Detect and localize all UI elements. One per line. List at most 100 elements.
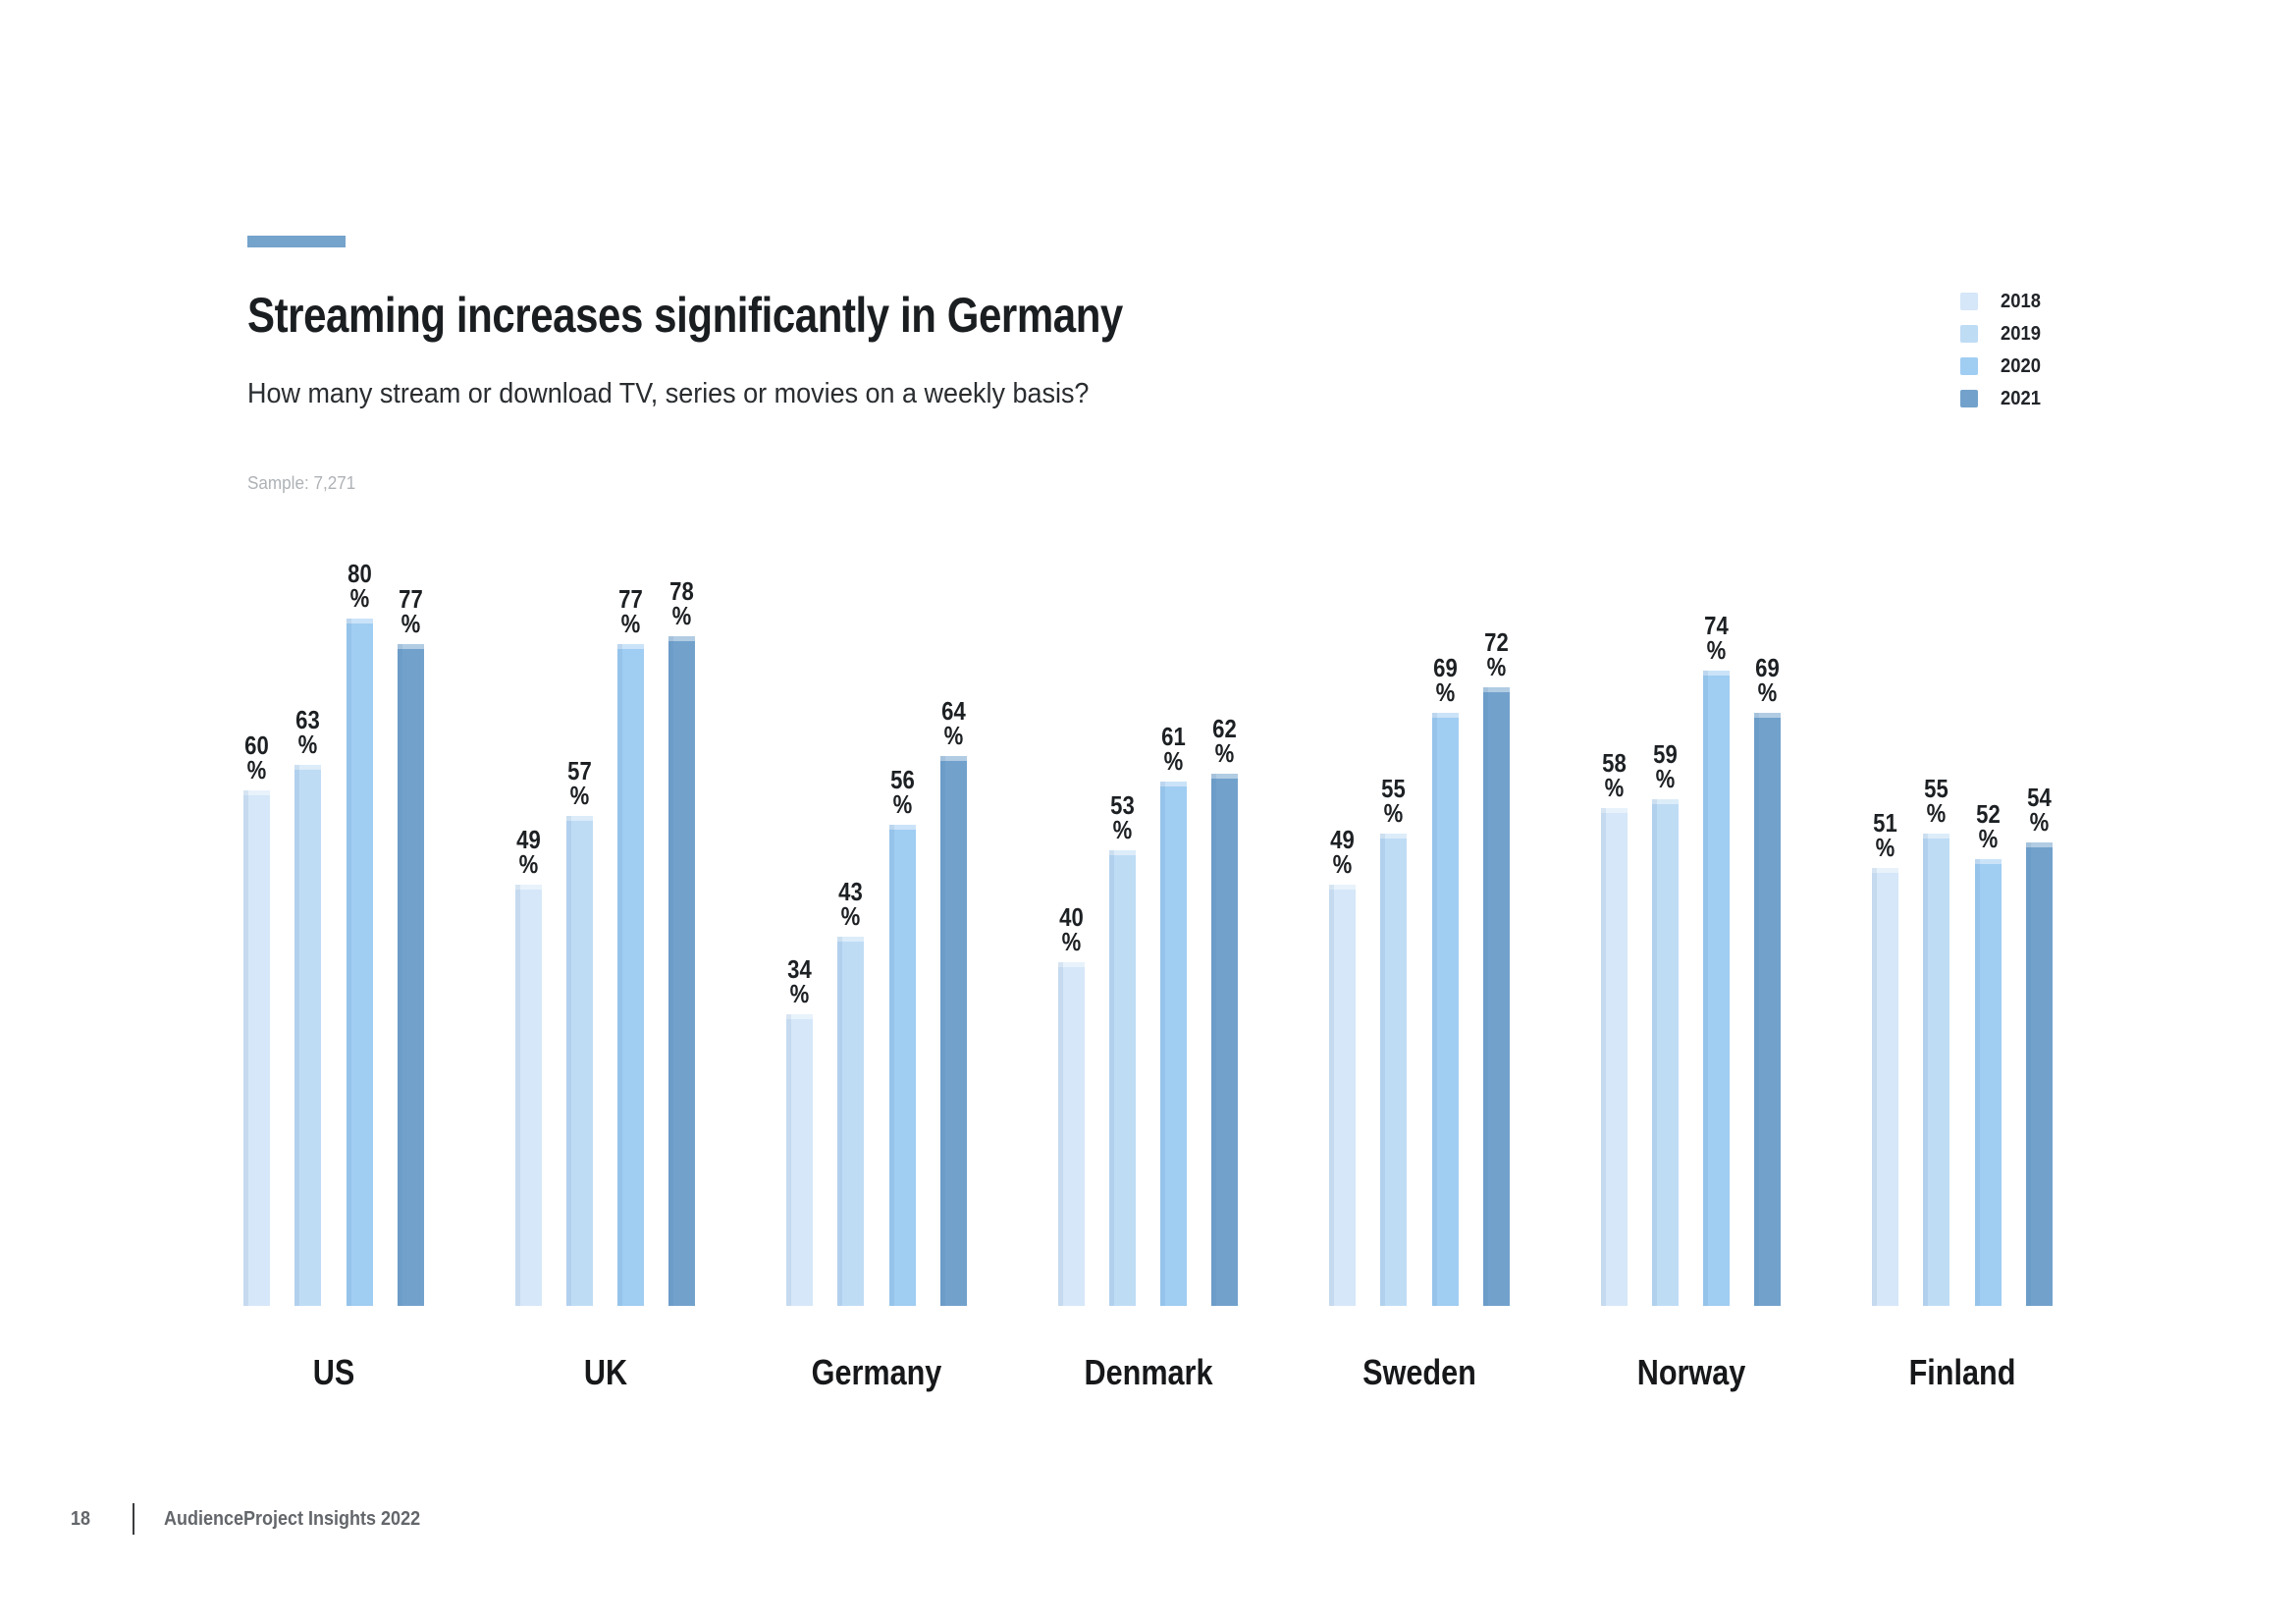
bar-2018 — [786, 1013, 813, 1306]
bar-2020 — [1703, 670, 1731, 1306]
bar-value-label: 62% — [1213, 716, 1238, 766]
bar-value-number: 77 — [399, 584, 423, 615]
bar-value-label: 58% — [1602, 750, 1627, 802]
bar-2019 — [565, 816, 593, 1306]
bar-value-label: 60% — [244, 732, 269, 785]
bar-value-unit: % — [1435, 677, 1455, 708]
bar-value-number: 59 — [1653, 738, 1678, 769]
bar-2018 — [1329, 885, 1356, 1306]
bar-value-number: 55 — [1924, 773, 1949, 803]
bar-value-label: 74% — [1704, 613, 1729, 665]
bar-2018 — [514, 885, 542, 1306]
bar-value-number: 80 — [347, 559, 372, 588]
bar-column: 74% — [1703, 613, 1731, 1306]
bar-column: 34% — [786, 953, 813, 1306]
legend-label: 2020 — [2001, 354, 2041, 377]
bar-value-label: 80% — [347, 559, 372, 613]
bar-value-label: 40% — [1059, 904, 1084, 954]
bar-value-label: 77% — [618, 586, 643, 636]
bar-group-denmark: 40% 53% 61% 62% — [1057, 716, 1239, 1306]
bar-2018 — [1057, 962, 1085, 1306]
legend: 2018 2019 2020 2021 — [1960, 291, 2045, 421]
category-label: Sweden — [1362, 1352, 1476, 1392]
bar-value-label: 52% — [1976, 801, 2001, 851]
bar-value-unit: % — [672, 600, 692, 630]
bar-column: 51% — [1872, 810, 1898, 1306]
category-label: Finland — [1908, 1352, 2016, 1392]
bar-2020 — [1974, 859, 2002, 1306]
bar-value-unit: % — [1383, 797, 1404, 828]
legend-swatch — [1960, 357, 1978, 375]
bar-value-label: 34% — [787, 953, 812, 1006]
bar-value-label: 63% — [295, 704, 321, 757]
bar-2019 — [1651, 798, 1679, 1306]
bar-group-finland: 51% 55% 52% 54% — [1872, 773, 2053, 1306]
bar-value-label: 49% — [1330, 825, 1355, 880]
bar-value-number: 53 — [1110, 790, 1135, 821]
bar-column: 62% — [1211, 716, 1239, 1306]
bar-group-uk: 49% 57% 77% 78% — [514, 578, 696, 1306]
category-label: Germany — [811, 1352, 942, 1392]
sample-size: Sample: 7,271 — [247, 473, 356, 493]
bar-2019 — [1923, 833, 1950, 1306]
legend-item: 2019 — [1960, 322, 2045, 345]
page-number: 18 — [71, 1507, 91, 1530]
footer: 18 AudienceProject Insights 2022 — [71, 1503, 449, 1535]
bar-group-germany: 34% 43% 56% 64% — [786, 696, 967, 1306]
bar-column: 60% — [243, 732, 270, 1306]
bar-value-unit: % — [349, 583, 369, 613]
bar-value-number: 34 — [787, 953, 812, 984]
legend-swatch — [1960, 293, 1978, 310]
bar-value-label: 78% — [670, 578, 695, 630]
bar-value-label: 56% — [890, 767, 915, 819]
bar-value-label: 69% — [1755, 653, 1781, 705]
legend-swatch — [1960, 390, 1978, 407]
bar-value-unit: % — [518, 849, 538, 880]
bar-group-us: 60% 63% 80% 77% — [243, 559, 424, 1306]
bar-value-unit: % — [892, 789, 912, 819]
bar-2018 — [1600, 807, 1628, 1306]
bar-value-number: 49 — [1330, 825, 1355, 855]
bar-value-unit: % — [1163, 746, 1184, 777]
category-label: Norway — [1636, 1352, 1745, 1392]
category-label: Denmark — [1084, 1352, 1212, 1392]
bar-value-number: 63 — [295, 704, 321, 734]
bar-column: 59% — [1651, 738, 1679, 1306]
bar-2018 — [243, 790, 270, 1306]
bar-value-unit: % — [1332, 849, 1353, 880]
legend-item: 2020 — [1960, 354, 2045, 377]
bar-value-label: 55% — [1382, 776, 1407, 828]
bar-column: 69% — [1754, 653, 1782, 1306]
bar-value-number: 64 — [941, 696, 966, 726]
bar-value-label: 49% — [516, 827, 541, 880]
bar-value-unit: % — [1706, 634, 1727, 665]
bar-value-label: 59% — [1653, 738, 1678, 791]
legend-label: 2019 — [2001, 322, 2041, 345]
bar-value-unit: % — [569, 781, 590, 811]
bar-value-label: 43% — [839, 879, 864, 929]
bar-value-unit: % — [246, 755, 267, 785]
bar-2019 — [1108, 850, 1136, 1306]
bar-column: 78% — [668, 578, 696, 1306]
bar-value-number: 57 — [567, 756, 592, 786]
bar-value-label: 51% — [1873, 810, 1897, 860]
category-label: UK — [583, 1352, 627, 1392]
bar-2020 — [617, 644, 645, 1306]
bar-value-label: 61% — [1161, 724, 1186, 777]
bar-column: 61% — [1160, 724, 1188, 1306]
bar-2021 — [2025, 841, 2053, 1306]
legend-swatch — [1960, 325, 1978, 343]
bar-column: 64% — [939, 696, 967, 1306]
bar-value-unit: % — [1604, 772, 1624, 802]
bar-2020 — [1160, 782, 1188, 1306]
bar-2021 — [397, 644, 424, 1306]
bar-value-number: 69 — [1432, 653, 1458, 683]
bar-column: 72% — [1482, 629, 1510, 1306]
bar-2018 — [1872, 867, 1898, 1306]
bar-value-number: 69 — [1755, 653, 1781, 683]
legend-label: 2021 — [2001, 387, 2041, 409]
accent-bar — [247, 236, 346, 247]
bar-group-sweden: 49% 55% 69% 72% — [1329, 629, 1510, 1306]
bar-column: 40% — [1057, 904, 1085, 1306]
